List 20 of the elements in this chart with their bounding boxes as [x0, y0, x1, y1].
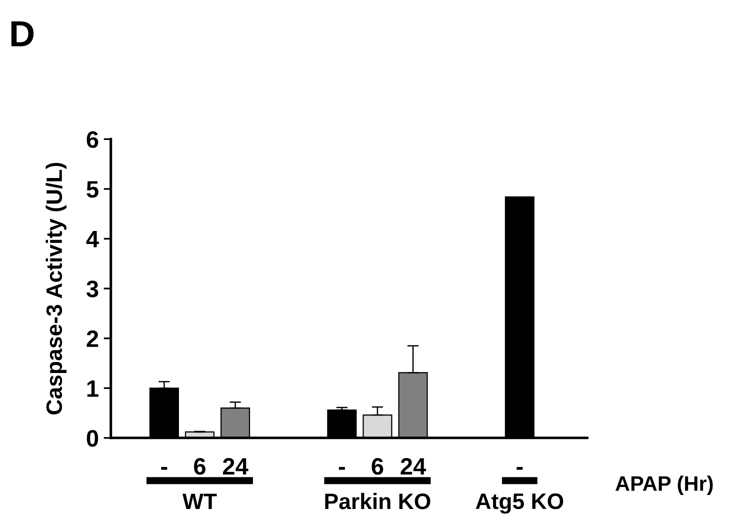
x-tick-label: - [516, 466, 523, 470]
y-axis-title: Caspase-3 Activity (U/L) [46, 162, 66, 414]
x-tick-label: 6 [194, 458, 206, 475]
x-tick-label: 24 [400, 458, 426, 474]
x-tick-label: - [338, 466, 345, 470]
x-tick-label: - [161, 466, 168, 470]
chart-title: D [11, 21, 34, 46]
y-tick-label: 5 [86, 181, 98, 198]
y-tick-label: 6 [86, 131, 98, 148]
x-tick-label: 24 [222, 458, 248, 474]
text: Parkin KO [325, 492, 430, 510]
text: WT [182, 494, 217, 510]
y-tick-label: 2 [86, 330, 98, 347]
x-axis-title: APAP (Hr) [616, 476, 713, 496]
y-tick-label: 4 [86, 231, 99, 248]
y-tick-label: 3 [86, 280, 98, 298]
y-tick-label: 0 [86, 430, 98, 447]
y-tick-label: 1 [87, 380, 98, 397]
text: Atg5 KO [476, 493, 564, 514]
x-tick-label: 6 [372, 458, 384, 475]
